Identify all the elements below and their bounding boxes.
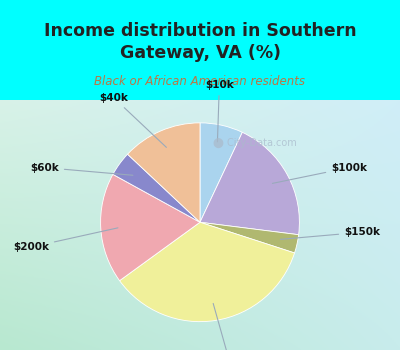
Text: $10k: $10k bbox=[205, 80, 234, 142]
Text: Income distribution in Southern
Gateway, VA (%): Income distribution in Southern Gateway,… bbox=[44, 22, 356, 62]
Text: $150k: $150k bbox=[280, 227, 380, 239]
Text: $60k: $60k bbox=[30, 163, 133, 175]
Wedge shape bbox=[101, 174, 200, 281]
Text: ⬤ City-Data.com: ⬤ City-Data.com bbox=[213, 138, 296, 148]
Text: Black or African American residents: Black or African American residents bbox=[94, 75, 306, 88]
Text: $40k: $40k bbox=[100, 93, 166, 147]
Text: $100k: $100k bbox=[272, 163, 367, 183]
Wedge shape bbox=[200, 132, 299, 235]
Wedge shape bbox=[200, 123, 242, 222]
Wedge shape bbox=[120, 222, 294, 322]
Wedge shape bbox=[128, 123, 200, 222]
Wedge shape bbox=[113, 154, 200, 222]
Text: $75k: $75k bbox=[213, 303, 247, 350]
Text: $200k: $200k bbox=[13, 228, 118, 252]
Wedge shape bbox=[200, 222, 299, 253]
